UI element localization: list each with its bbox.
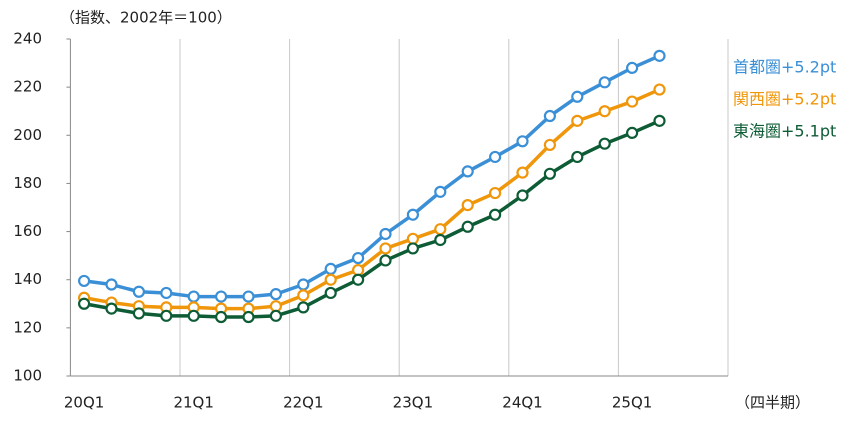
data-point bbox=[187, 290, 200, 303]
data-point bbox=[77, 297, 91, 310]
data-point bbox=[269, 300, 282, 313]
data-point bbox=[324, 262, 337, 275]
data-point bbox=[187, 309, 200, 322]
data-point bbox=[543, 138, 557, 152]
data-point bbox=[324, 286, 337, 300]
data-point bbox=[160, 286, 173, 300]
data-point bbox=[434, 185, 447, 198]
legend-label: 関西圏+5.2pt bbox=[733, 90, 836, 109]
data-point bbox=[352, 263, 365, 277]
x-tick-label: 21Q1 bbox=[173, 394, 213, 412]
chart-subtitle: （指数、2002年＝100） bbox=[60, 9, 232, 27]
data-point bbox=[105, 278, 118, 291]
y-tick-label: 140 bbox=[13, 270, 42, 288]
data-point bbox=[406, 232, 419, 245]
data-point bbox=[516, 189, 529, 202]
y-tick-label: 200 bbox=[13, 126, 42, 144]
data-point bbox=[434, 223, 447, 236]
series-line bbox=[83, 54, 661, 299]
data-point bbox=[269, 309, 282, 322]
data-point bbox=[352, 273, 365, 286]
data-point bbox=[516, 135, 529, 148]
x-tick-label: 25Q1 bbox=[612, 394, 652, 412]
data-point bbox=[215, 290, 228, 303]
data-point bbox=[625, 95, 639, 108]
data-point bbox=[598, 105, 611, 118]
data-point bbox=[297, 301, 310, 314]
x-tick-label: 24Q1 bbox=[502, 394, 542, 412]
data-point bbox=[543, 167, 557, 180]
data-point bbox=[543, 109, 557, 123]
data-point bbox=[653, 114, 666, 127]
data-point bbox=[461, 220, 474, 233]
y-tick-label: 180 bbox=[13, 174, 42, 192]
data-point bbox=[571, 90, 584, 103]
data-point bbox=[598, 76, 611, 89]
data-point bbox=[242, 310, 255, 324]
series-line bbox=[83, 87, 661, 311]
data-point bbox=[105, 302, 118, 315]
data-point bbox=[269, 288, 282, 301]
data-point bbox=[242, 290, 255, 303]
legend-label: 東海圏+5.1pt bbox=[733, 122, 836, 141]
data-point bbox=[160, 309, 173, 322]
y-tick-label: 100 bbox=[13, 367, 42, 385]
data-point bbox=[352, 251, 365, 265]
data-point bbox=[598, 137, 611, 150]
y-tick-label: 240 bbox=[13, 30, 42, 48]
legend-label: 首都圏+5.2pt bbox=[733, 58, 836, 77]
data-point bbox=[653, 83, 666, 96]
data-point bbox=[653, 49, 666, 62]
data-point bbox=[434, 233, 447, 247]
data-point bbox=[132, 307, 145, 320]
x-axis-label: （四半期） bbox=[735, 394, 810, 412]
data-point bbox=[516, 166, 529, 179]
data-point bbox=[461, 198, 474, 212]
y-tick-label: 160 bbox=[13, 222, 42, 240]
data-point bbox=[625, 126, 639, 139]
data-point bbox=[297, 278, 310, 291]
data-point bbox=[406, 208, 419, 221]
data-point bbox=[625, 61, 639, 74]
data-point bbox=[489, 186, 502, 200]
x-tick-label: 23Q1 bbox=[393, 394, 433, 412]
data-point bbox=[324, 273, 337, 286]
data-point bbox=[489, 150, 502, 164]
data-point bbox=[406, 242, 419, 255]
series-line bbox=[83, 119, 661, 319]
data-point bbox=[379, 254, 392, 267]
x-tick-label: 20Q1 bbox=[64, 394, 104, 412]
data-point bbox=[379, 242, 392, 255]
y-tick-label: 120 bbox=[13, 318, 42, 336]
data-point bbox=[489, 208, 502, 221]
data-point bbox=[461, 165, 474, 178]
y-tick-label: 220 bbox=[13, 78, 42, 96]
data-point bbox=[379, 227, 392, 241]
data-point bbox=[77, 274, 91, 288]
data-point bbox=[132, 285, 145, 298]
data-point bbox=[297, 289, 310, 302]
data-point bbox=[571, 150, 584, 164]
data-point bbox=[215, 310, 228, 324]
x-tick-label: 22Q1 bbox=[283, 394, 323, 412]
data-point bbox=[571, 114, 584, 127]
